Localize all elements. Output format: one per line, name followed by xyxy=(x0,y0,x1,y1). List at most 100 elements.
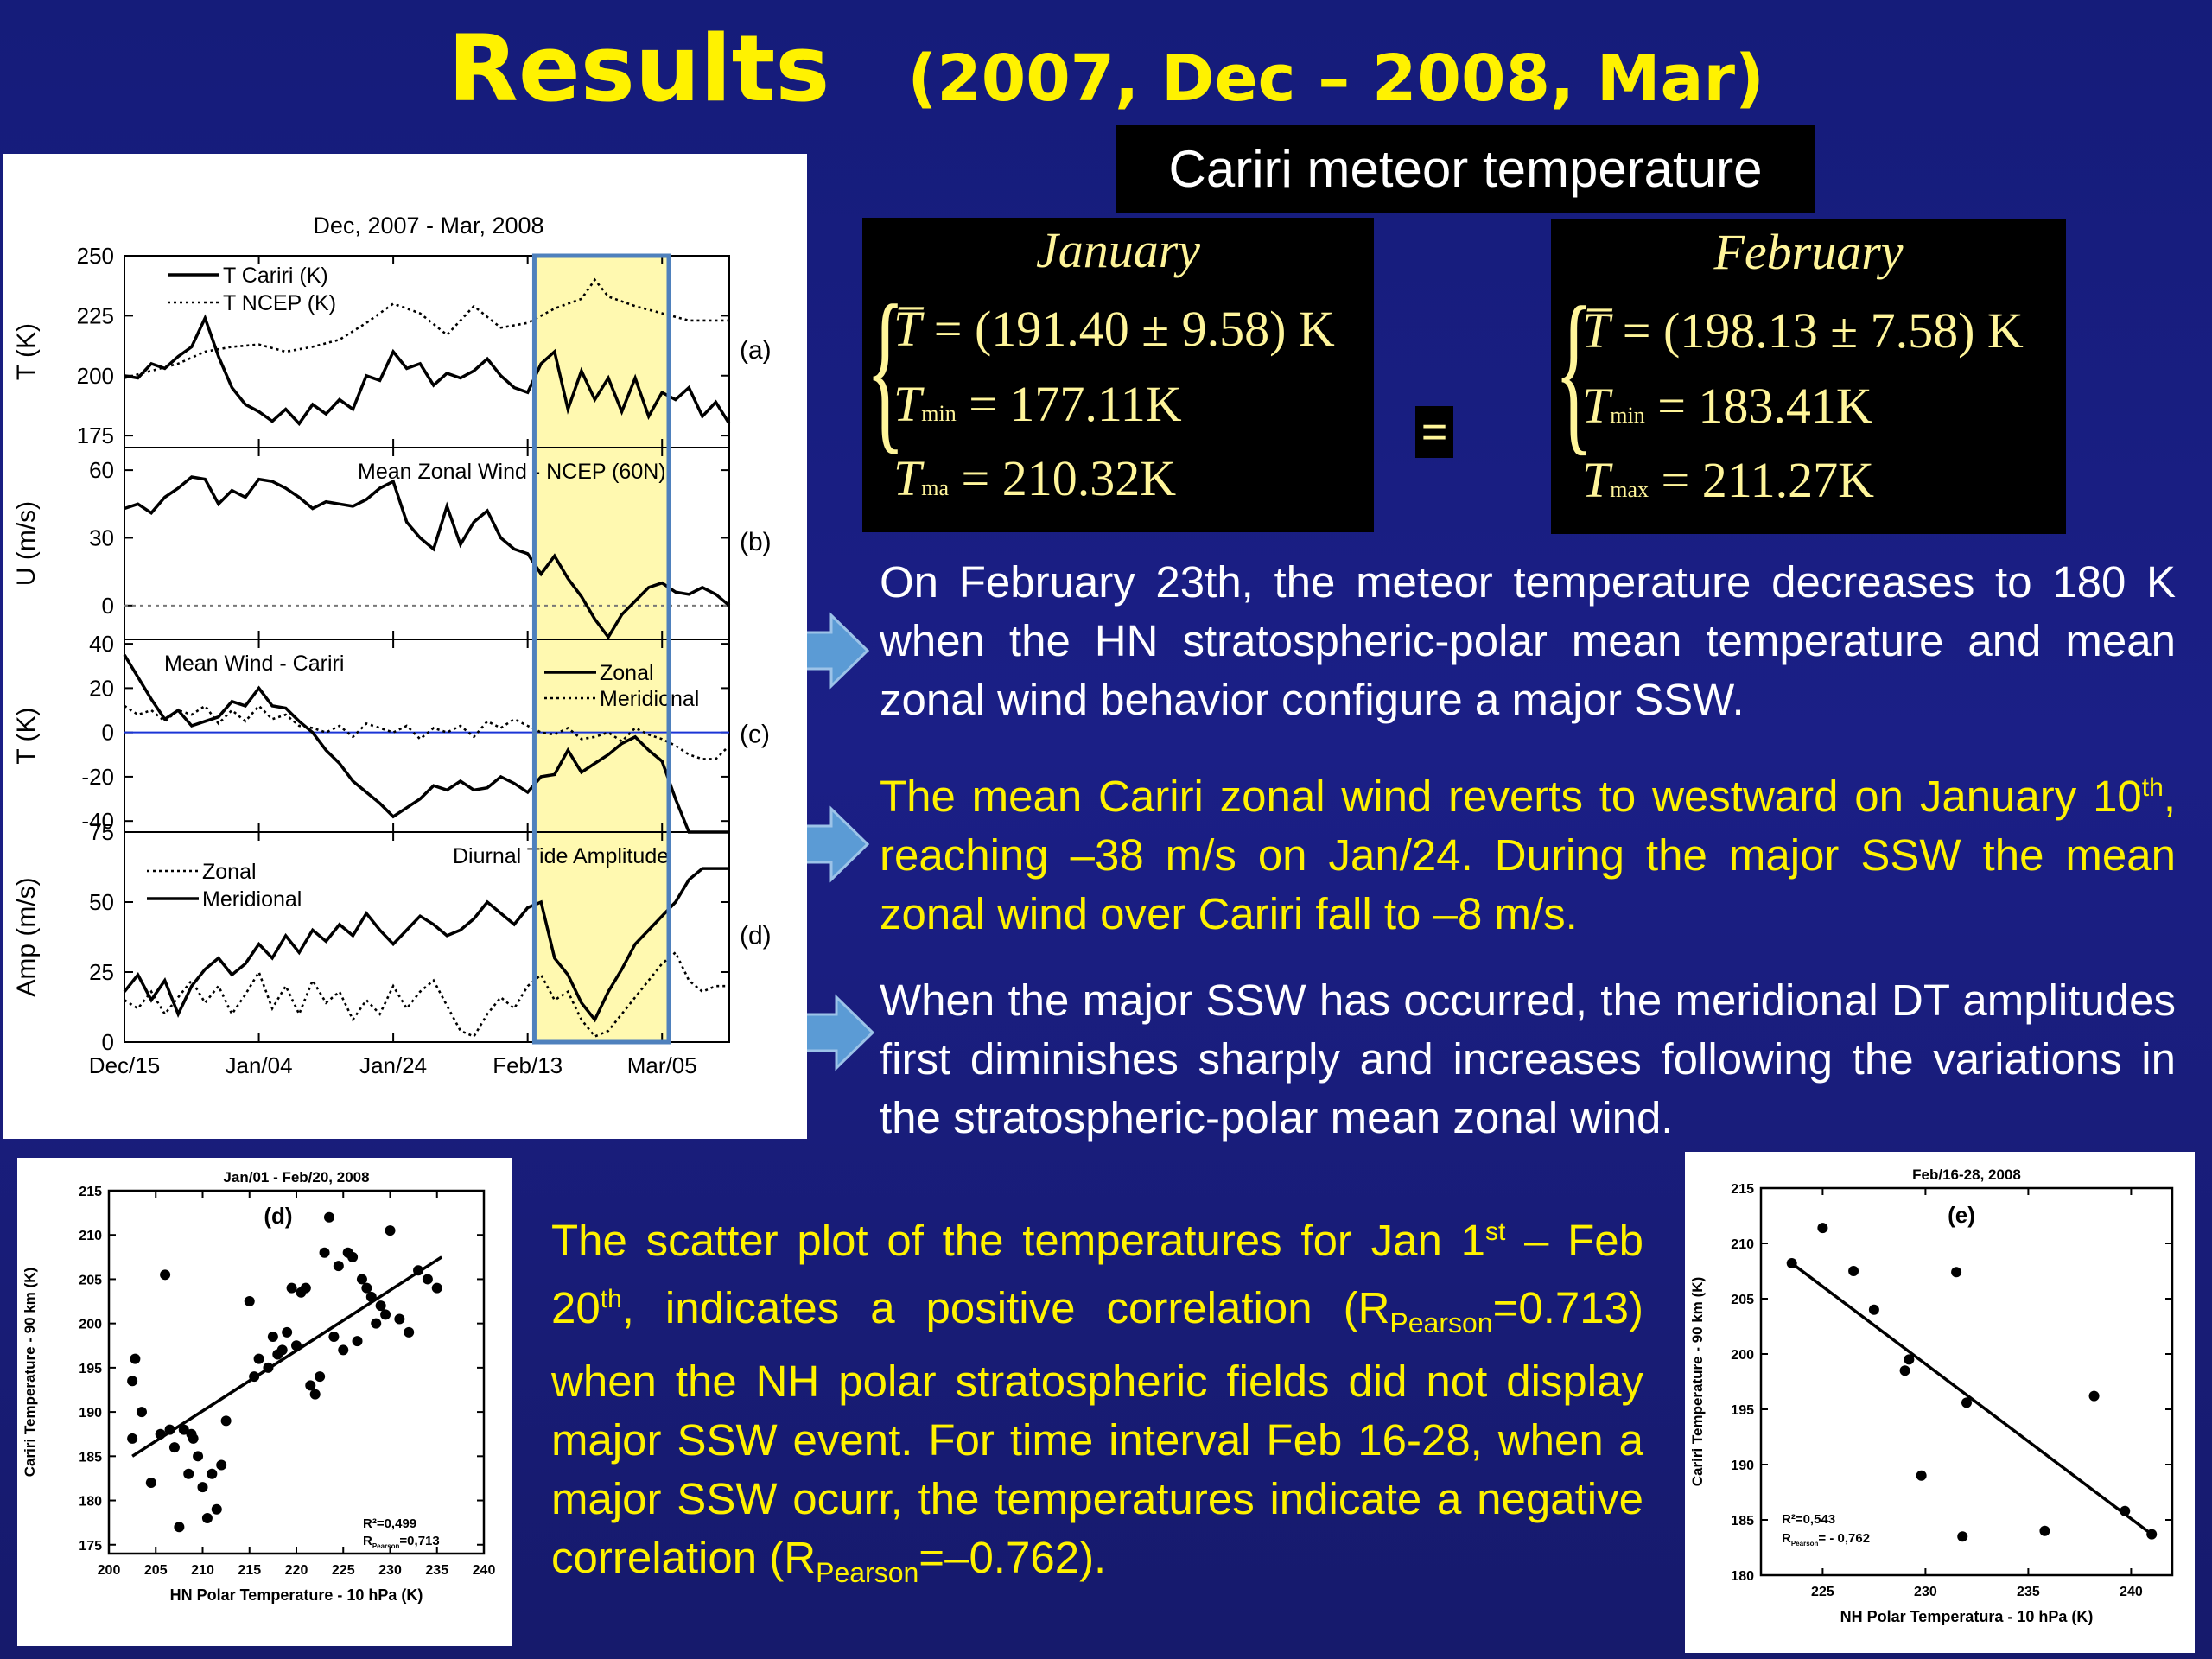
p4-sub-2: Pearson xyxy=(816,1557,919,1589)
scatter-chart-d: Jan/01 - Feb/20, 2008 200 205 210 215 220 225 2… xyxy=(22,1169,496,1604)
tmax-symbol: T xyxy=(1582,452,1611,508)
scatter-point xyxy=(267,1332,278,1343)
scatter-title: Feb/16-28, 2008 xyxy=(1912,1166,2021,1183)
y-tick-label: 25 xyxy=(89,959,114,985)
x-tick-label: 210 xyxy=(191,1563,214,1578)
february-equation-box: February { T̅ = (198.13 ± 7.58) K Tmin =… xyxy=(1551,219,2066,534)
scatter-point xyxy=(1951,1267,1962,1278)
series-line-meridional xyxy=(123,867,729,1023)
y-tick-label: 50 xyxy=(89,889,114,915)
panel-label: (d) xyxy=(264,1203,292,1229)
x-tick-label: Jan/24 xyxy=(359,1052,427,1078)
scatter-point xyxy=(127,1433,138,1444)
title-main: Results xyxy=(448,16,830,122)
x-tick-label: 220 xyxy=(285,1563,308,1578)
legend-label: T NCEP (K) xyxy=(223,291,336,315)
february-tmax: Tmax = 211.27K xyxy=(1582,451,1874,509)
paragraph-scatter: The scatter plot of the temperatures for… xyxy=(551,1203,1643,1602)
title-sub: (2007, Dec – 2008, Mar) xyxy=(907,41,1764,116)
scatter-point xyxy=(1786,1258,1797,1269)
p4-text-a: The scatter plot of the temperatures for… xyxy=(551,1216,1485,1265)
legend-label: Zonal xyxy=(202,860,257,884)
x-axis-label: NH Polar Temperatura - 10 hPa (K) xyxy=(1840,1608,2094,1625)
y-tick-label: 185 xyxy=(1731,1514,1754,1529)
scatter-point xyxy=(2039,1525,2050,1536)
scatter-point xyxy=(197,1482,208,1493)
scatter-point xyxy=(2120,1505,2131,1516)
scatter-point xyxy=(188,1433,199,1444)
tmax-sub: ma xyxy=(921,475,950,500)
scatter-point xyxy=(431,1282,442,1294)
scatter-point xyxy=(305,1380,316,1391)
scatter-point xyxy=(333,1261,344,1272)
brace-icon: { xyxy=(1554,270,1594,471)
equals-sign: = xyxy=(1415,406,1453,458)
slide-title: Results (2007, Dec – 2008, Mar) xyxy=(0,16,2212,122)
scatter-point xyxy=(422,1274,433,1285)
scatter-point xyxy=(211,1503,222,1515)
scatter-point xyxy=(352,1336,363,1347)
scatter-point xyxy=(1957,1531,1968,1542)
february-tmean: T̅ = (198.13 ± 7.58) K xyxy=(1582,302,2024,359)
scatter-point xyxy=(1817,1223,1828,1234)
legend-label: Meridional xyxy=(600,687,699,711)
scatter-point xyxy=(178,1424,189,1435)
r-squared-annotation: R²=0,499 xyxy=(363,1516,416,1531)
tmax-symbol: T xyxy=(893,450,922,506)
scatter-point xyxy=(286,1282,297,1294)
y-tick-label: 195 xyxy=(79,1362,102,1376)
y-tick-label: 215 xyxy=(1731,1182,1754,1197)
scatter-point xyxy=(315,1371,326,1382)
scatter-point xyxy=(160,1269,171,1281)
scatter-point xyxy=(216,1459,227,1471)
p4-sup-1: st xyxy=(1484,1217,1506,1246)
x-tick-label: 230 xyxy=(1914,1585,1937,1599)
ssw-highlight-border xyxy=(531,253,671,1045)
scatter-point xyxy=(1848,1266,1859,1276)
y-tick-label: 200 xyxy=(1731,1348,1754,1363)
january-equation-box: January { T̅ = (191.40 ± 9.58) K Tmin = … xyxy=(862,218,1374,532)
scatter-plot-e: Feb/16-28, 2008 225 230 235 240 180 185 190 195 2… xyxy=(1685,1152,2195,1653)
p2-text-a: The mean Cariri zonal wind reverts to we… xyxy=(880,772,2142,821)
scatter-point xyxy=(404,1326,415,1338)
y-tick-label: 0 xyxy=(102,1029,114,1055)
chart-title: Dec, 2007 - Mar, 2008 xyxy=(313,213,543,238)
p4-text-e: =–0.762). xyxy=(918,1533,1107,1583)
legend-label: Meridional xyxy=(202,887,302,912)
scatter-point xyxy=(1868,1304,1879,1315)
x-tick-label: 205 xyxy=(144,1563,168,1578)
y-tick-label: -20 xyxy=(81,764,114,790)
panel-label: (e) xyxy=(1948,1202,1975,1228)
january-label: January xyxy=(1035,222,1201,278)
x-tick-label: 215 xyxy=(238,1563,261,1578)
scatter-point xyxy=(338,1344,349,1356)
x-tick-label: 240 xyxy=(473,1563,496,1578)
january-tmax: Tma = 210.32K xyxy=(893,449,1176,507)
scatter-point xyxy=(356,1274,367,1285)
scatter-point xyxy=(2146,1529,2158,1540)
scatter-point xyxy=(136,1407,147,1418)
scatter-point xyxy=(155,1428,166,1440)
pearson-sub: Pearson xyxy=(372,1542,400,1550)
y-axis-label: T (K) xyxy=(12,707,41,764)
scatter-point xyxy=(201,1513,213,1524)
p4-text-c: , indicates a positive correlation (R xyxy=(621,1283,1390,1332)
panel-label: (a) xyxy=(740,336,772,365)
p4-sub-1: Pearson xyxy=(1389,1307,1493,1339)
y-axis-label: T (K) xyxy=(12,323,41,380)
y-tick-label: 205 xyxy=(79,1273,102,1287)
tmin-sub: min xyxy=(921,401,957,426)
y-tick-label: 250 xyxy=(77,243,114,269)
paragraph-dt-amplitudes: When the major SSW has occurred, the mer… xyxy=(880,976,2176,1142)
y-tick-label: 190 xyxy=(79,1406,102,1421)
p2-sup: th xyxy=(2141,773,2164,802)
series-line-zonal xyxy=(124,950,729,1039)
ssw-highlight-band xyxy=(534,256,669,1042)
scatter-point xyxy=(394,1313,405,1325)
main-time-series-figure: Dec, 2007 - Mar, 2008 175 200 225 250 T (K) (a… xyxy=(3,154,807,1139)
paragraph-meteor-temperature: On February 23th, the meteor temperature… xyxy=(880,557,2176,724)
tmin-value: = 177.11K xyxy=(969,376,1182,432)
series-line-zonal xyxy=(123,653,729,834)
pearson-value: =0,713 xyxy=(399,1534,439,1548)
y-axis-label: Amp (m/s) xyxy=(12,877,41,996)
